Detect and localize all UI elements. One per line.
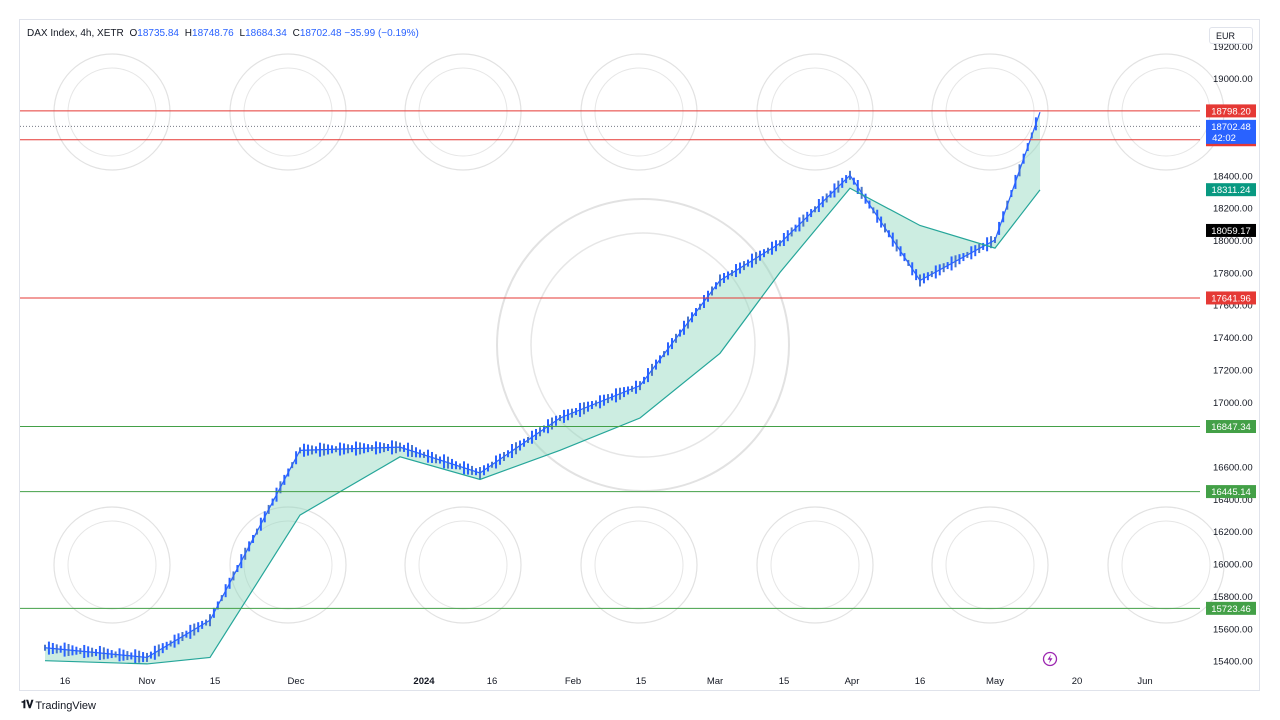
watermark-logo-ring [67, 67, 157, 157]
x-tick-label: Jun [1137, 676, 1152, 687]
watermark-logo-ring [945, 520, 1035, 610]
watermark-logo [580, 506, 698, 624]
watermark-logo [931, 506, 1049, 624]
level-tag-label: 16445.14 [1211, 487, 1251, 498]
x-tick-label: 16 [60, 676, 71, 687]
y-tick-label: 18000.00 [1213, 236, 1253, 247]
change-value: −35.99 (−0.19%) [344, 28, 419, 39]
level-tag [1206, 291, 1256, 305]
level-tag-label: 15723.46 [1211, 604, 1251, 615]
x-tick-label: 16 [915, 676, 926, 687]
x-tick-label: 15 [210, 676, 221, 687]
watermark-logo-ring [1121, 520, 1211, 610]
price-series-line [44, 112, 1041, 659]
level-tag-label: 18798.20 [1211, 106, 1251, 117]
watermark-logo-ring [770, 67, 860, 157]
y-tick-label: 16200.00 [1213, 527, 1253, 538]
close-value: 18702.48 [299, 28, 342, 39]
watermark-logo-ring [770, 520, 860, 610]
x-tick-label: 2024 [413, 676, 435, 687]
y-tick-label: 17600.00 [1213, 301, 1253, 312]
open-label: O [129, 28, 138, 39]
high-label: H [184, 28, 193, 39]
level-tag [1206, 485, 1256, 499]
y-tick-label: 17400.00 [1213, 333, 1253, 344]
watermark-logo-ring [243, 520, 333, 610]
trend-stop-line [44, 187, 1041, 665]
y-tick-label: 18200.00 [1213, 204, 1253, 215]
y-tick-label: 15600.00 [1213, 624, 1253, 635]
symbol-label: DAX Index, 4h, XETR [27, 28, 124, 39]
watermark-logo [53, 506, 171, 624]
watermark-logo-ring [418, 520, 508, 610]
brand-label: TradingView [35, 699, 96, 712]
tradingview-logo[interactable]: 𝟏𝐕 TradingView [21, 699, 96, 712]
watermark-logo [229, 53, 347, 171]
price-tag-label: 18059.17 [1211, 226, 1251, 237]
x-tick-label: May [986, 676, 1004, 687]
y-tick-label: 18400.00 [1213, 171, 1253, 182]
x-tick-label: Apr [845, 676, 860, 687]
watermark-logo-ring [945, 67, 1035, 157]
y-tick-label: 15400.00 [1213, 657, 1253, 668]
price-tag [1206, 119, 1256, 144]
y-tick-label: 15800.00 [1213, 592, 1253, 603]
level-tag [1206, 420, 1256, 434]
watermark-logo [53, 53, 171, 171]
price-tag-label: 18702.48 [1211, 122, 1251, 133]
currency-selector[interactable]: EUR [1209, 27, 1253, 44]
x-tick-label: 15 [779, 676, 790, 687]
y-tick-label: 16400.00 [1213, 495, 1253, 506]
level-tag [1206, 104, 1256, 118]
y-tick-label: 17800.00 [1213, 268, 1253, 279]
x-tick-label: 20 [1072, 676, 1083, 687]
open-value: 18735.84 [137, 28, 179, 39]
high-value: 18748.76 [192, 28, 234, 39]
y-tick-label: 19000.00 [1213, 74, 1253, 85]
y-tick-label: 17000.00 [1213, 398, 1253, 409]
watermark-logo-ring [67, 520, 157, 610]
watermark-logo-ring [594, 520, 684, 610]
trend-cloud-band [45, 112, 1040, 664]
ohlc-legend: DAX Index, 4h, XETR O18735.84 H18748.76 … [27, 28, 419, 39]
level-tag-label: 16847.34 [1211, 422, 1251, 433]
x-tick-label: Dec [288, 676, 305, 687]
y-tick-label: 16000.00 [1213, 560, 1253, 571]
watermark-logo [404, 506, 522, 624]
x-tick-label: 15 [636, 676, 647, 687]
watermark-logo-ring [243, 67, 333, 157]
low-label: L [239, 28, 246, 39]
watermark-logo [229, 506, 347, 624]
price-tag [1206, 223, 1256, 237]
low-value: 18684.34 [245, 28, 287, 39]
watermark-logo-large-ring [530, 232, 756, 458]
y-tick-label: 17200.00 [1213, 365, 1253, 376]
level-tag-label: 17641.96 [1211, 293, 1251, 304]
price-tag-label: 18311.24 [1212, 185, 1251, 196]
close-label: C [292, 28, 300, 39]
flash-icon[interactable] [1042, 651, 1058, 667]
watermark-logo [580, 53, 698, 171]
y-tick-label: 16600.00 [1213, 463, 1253, 474]
chart-frame [19, 19, 1260, 691]
watermark-logo-ring [594, 67, 684, 157]
watermark-logo [1107, 506, 1225, 624]
x-tick-label: Feb [565, 676, 581, 687]
watermark-logo [756, 53, 874, 171]
watermark-logo-ring [418, 67, 508, 157]
level-tag [1206, 601, 1256, 615]
tradingview-logo-icon: 𝟏𝐕 [21, 699, 33, 711]
x-tick-label: Nov [139, 676, 156, 687]
watermark-logo-large [496, 198, 790, 492]
x-tick-label: Mar [707, 676, 723, 687]
countdown-label: 42:02 [1212, 133, 1236, 144]
x-tick-label: 16 [487, 676, 498, 687]
watermark-logo [931, 53, 1049, 171]
y-tick-label: 19200.00 [1213, 42, 1253, 53]
watermark-logo [404, 53, 522, 171]
watermark-logo [756, 506, 874, 624]
price-tag [1206, 183, 1256, 197]
watermark-logo-ring [1121, 67, 1211, 157]
